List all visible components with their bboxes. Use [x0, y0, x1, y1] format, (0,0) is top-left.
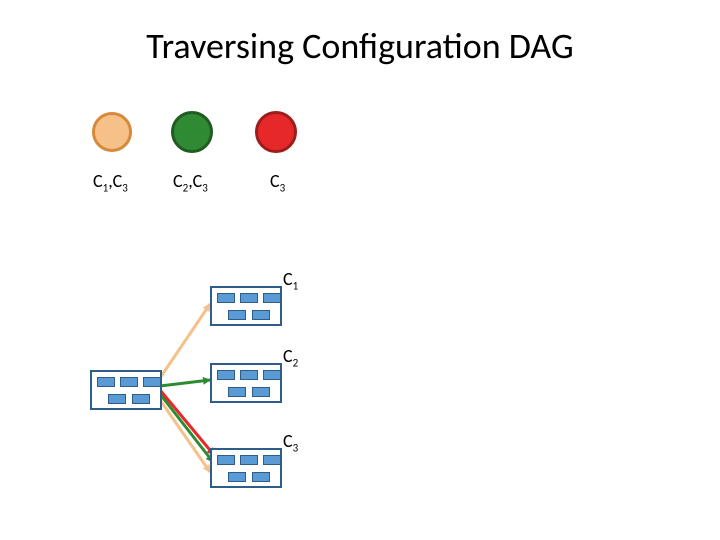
label-dag-c2: C2: [283, 345, 298, 370]
config-bar: [143, 377, 161, 387]
config-bar: [217, 455, 235, 465]
config-bar: [263, 370, 281, 380]
config-box-c1: [210, 286, 282, 326]
label-dag-c1: C1: [283, 268, 298, 293]
dag-arrow: [160, 304, 210, 378]
config-bar: [252, 472, 270, 482]
page-title: Traversing Configuration DAG: [0, 24, 720, 68]
config-box-source: [90, 370, 162, 410]
config-bar: [252, 387, 270, 397]
label-dag-c3: C3: [283, 430, 298, 455]
config-bar: [132, 394, 150, 404]
config-bar: [263, 455, 281, 465]
config-bar: [228, 472, 246, 482]
dag-arrow: [160, 394, 213, 462]
config-bar: [217, 293, 235, 303]
config-bar: [108, 394, 126, 404]
config-bar: [252, 310, 270, 320]
config-bar: [217, 370, 235, 380]
config-bar: [97, 377, 115, 387]
dag-arrow: [160, 380, 210, 386]
config-bar: [240, 293, 258, 303]
config-bar: [228, 387, 246, 397]
circle-red: [255, 111, 297, 153]
config-bar: [240, 370, 258, 380]
config-box-c3: [210, 448, 282, 488]
config-bar: [240, 455, 258, 465]
label-c3: C3: [270, 170, 285, 195]
config-bar: [120, 377, 138, 387]
circle-orange: [92, 112, 132, 152]
config-bar: [263, 293, 281, 303]
config-bar: [228, 310, 246, 320]
dag-arrow: [160, 400, 210, 472]
label-c1c3: C1,C3: [93, 170, 128, 195]
dag-arrow: [160, 390, 214, 455]
config-box-c2: [210, 363, 282, 403]
dag-arrows: [0, 0, 720, 540]
label-c2c3: C2,C3: [173, 170, 208, 195]
circle-green: [171, 111, 213, 153]
